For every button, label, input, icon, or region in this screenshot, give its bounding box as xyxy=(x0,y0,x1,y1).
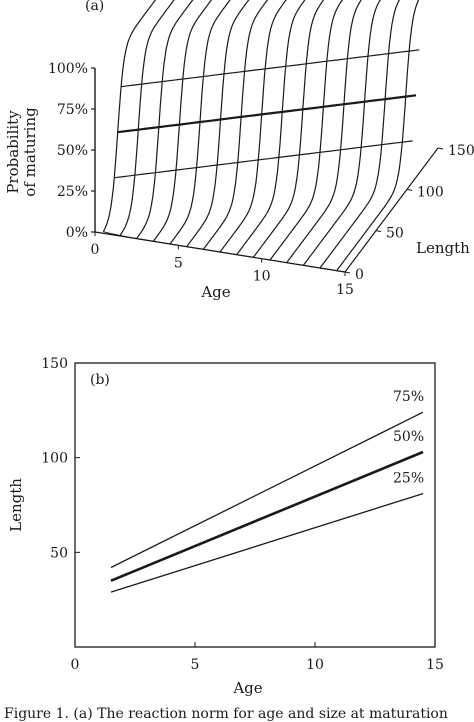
surface-contour-50pct xyxy=(117,94,417,134)
length-tick-mark xyxy=(406,188,413,191)
x-tick-label: 5 xyxy=(191,657,200,673)
surface-age-curve xyxy=(219,0,287,253)
surface-contour-75pct xyxy=(121,49,420,88)
length-tick-label: 100 xyxy=(417,184,444,200)
z-tick-label: 25% xyxy=(57,184,88,200)
z-axis-ticks: 0% 25% 50% 75% 100% xyxy=(48,61,95,241)
z-tick-label: 100% xyxy=(48,61,88,77)
panel-a: (a) 0% 25% 50% 75% 100% Probability of matur… xyxy=(4,0,474,301)
age-tick-label: 10 xyxy=(253,269,271,285)
surface-age-curve xyxy=(152,0,213,242)
series-line-50pct xyxy=(110,450,424,582)
series-line-75pct xyxy=(110,411,424,569)
surface-contour-25pct xyxy=(114,140,413,179)
surface-age-curve xyxy=(169,0,231,245)
surface-age-curve xyxy=(236,0,306,256)
series-label-25pct: 25% xyxy=(393,471,424,487)
y-axis-title: Length xyxy=(7,478,25,532)
age-tick-label: 15 xyxy=(336,282,354,298)
panel-a-label: (a) xyxy=(85,0,104,14)
panel-b-label: (b) xyxy=(90,372,110,388)
y-tick-label: 150 xyxy=(41,356,68,372)
surface-age-curve xyxy=(252,0,325,258)
length-tick-mark xyxy=(375,230,382,233)
z-axis-title-line1: Probability xyxy=(4,110,22,194)
age-axis-title: Age xyxy=(200,283,230,301)
surface-age-curve xyxy=(269,0,344,261)
surface-age-curve xyxy=(136,0,194,239)
z-tick-label: 50% xyxy=(57,143,88,159)
length-tick-label: 50 xyxy=(386,226,404,242)
surface-front-edge xyxy=(103,231,346,273)
surface-age-curve xyxy=(319,0,400,269)
surface-age-curve xyxy=(336,0,420,272)
x-tick-label: 0 xyxy=(71,657,80,673)
surface-age-curve xyxy=(119,0,175,236)
panel-b-series: 75% 50% 25% xyxy=(110,389,424,593)
series-label-75pct: 75% xyxy=(393,389,424,405)
length-tick-label: 0 xyxy=(355,267,364,283)
length-axis-line xyxy=(344,147,439,273)
age-axis-ticks: 0 5 10 15 xyxy=(91,232,354,298)
y-tick-label: 50 xyxy=(50,545,68,561)
age-tick-label: 5 xyxy=(174,255,183,271)
length-axis-ticks: 0 50 100 150 xyxy=(344,143,474,283)
age-tick-label: 0 xyxy=(91,242,100,258)
length-axis-title: Length xyxy=(416,239,470,257)
length-tick-label: 150 xyxy=(448,143,474,159)
surface-age-curve xyxy=(302,0,381,266)
series-label-50pct: 50% xyxy=(393,429,424,445)
z-axis-title-line2: of maturing xyxy=(21,107,39,197)
z-tick-label: 0% xyxy=(66,225,88,241)
x-axis-title: Age xyxy=(232,679,262,697)
length-tick-mark xyxy=(344,271,351,274)
series-line-25pct xyxy=(110,492,424,593)
surface-age-curve xyxy=(202,0,269,250)
length-tick-mark xyxy=(437,147,444,150)
surface-age-curve xyxy=(286,0,362,264)
panel-b: (b) 0 5 10 15 50 100 150 75% 50% 25% Age Length xyxy=(7,356,444,697)
surface-age-curve xyxy=(186,0,250,248)
plot-frame xyxy=(74,362,436,648)
x-tick-label: 15 xyxy=(426,657,444,673)
surface xyxy=(102,0,420,273)
y-tick-label: 100 xyxy=(41,451,68,467)
figure-caption: Figure 1. (a) The reaction norm for age … xyxy=(4,706,448,722)
x-tick-label: 10 xyxy=(306,657,324,673)
z-tick-label: 75% xyxy=(57,102,88,118)
surface-age-curve xyxy=(102,0,157,232)
panel-b-ticks: 0 5 10 15 50 100 150 xyxy=(41,356,444,673)
